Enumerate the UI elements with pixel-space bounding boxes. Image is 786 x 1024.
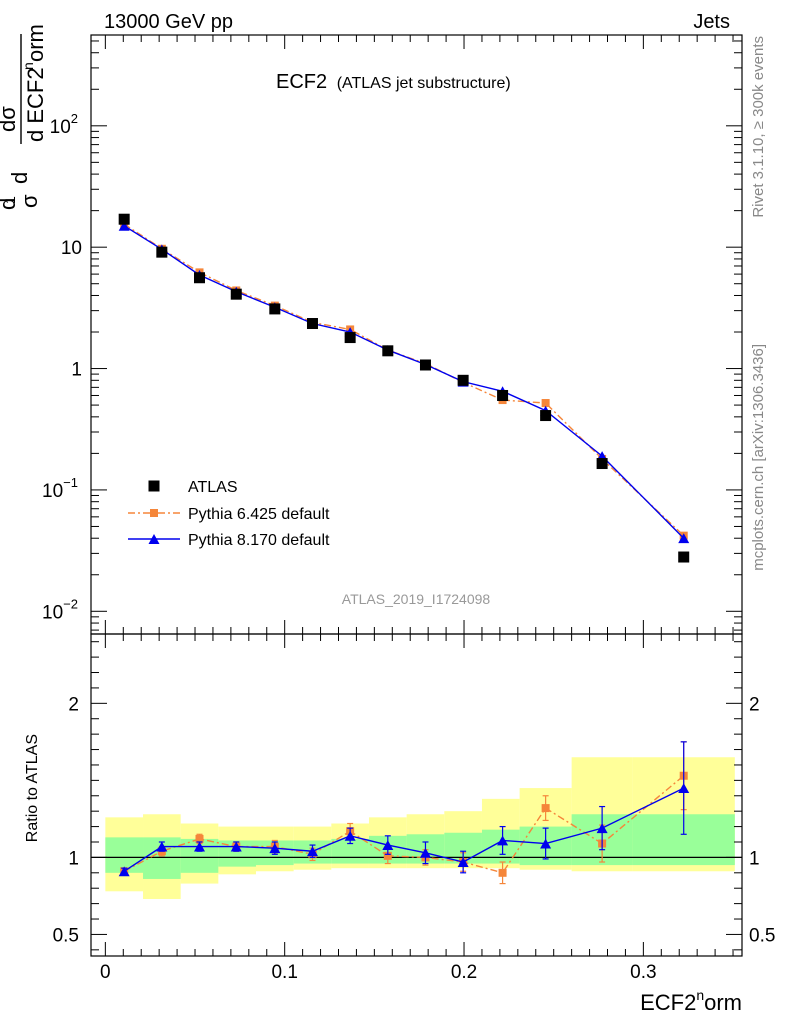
pythia8-ratio-point — [230, 841, 242, 852]
pythia6-point — [541, 399, 550, 408]
pythia8-point — [118, 220, 130, 231]
y-tick-label: 102 — [50, 111, 78, 138]
pythia6-ratio-point — [383, 851, 392, 860]
pythia8-ratio-point — [596, 823, 608, 834]
pythia8-ratio-point — [497, 835, 509, 846]
band-inner — [481, 829, 520, 864]
plot-title-main: ECF2 — [276, 71, 327, 93]
plot-title-sub: (ATLAS jet substructure) — [337, 75, 511, 92]
header-category: Jets — [693, 11, 730, 33]
legend: ATLAS Pythia 6.425 default Pythia 8.170 de… — [128, 479, 330, 549]
y-tick-label-base: 1 — [71, 360, 82, 381]
pythia8-ratio-line — [123, 787, 685, 872]
atlas-data-point — [540, 410, 552, 422]
atlas-data-point — [497, 389, 509, 401]
y-axis-label-main: d 1 σ d dσ d ECF2 n orm — [0, 24, 48, 210]
y-tick-label-base: 10 — [50, 117, 71, 138]
pythia8-ratio-point — [118, 866, 130, 877]
ratio-y-tick-label: 0.5 — [53, 925, 79, 946]
ratio-y-tick-label-right: 1 — [749, 848, 760, 869]
legend-pythia6-marker — [150, 509, 158, 517]
pythia8-ratio-point — [457, 857, 469, 867]
y-label-frac1-den: σ — [17, 194, 42, 208]
pythia8-line — [123, 225, 685, 539]
y-label-sup: n — [20, 62, 36, 70]
y-label-dx: d ECF2 — [23, 67, 48, 142]
pythia8-ratio-point — [306, 846, 318, 857]
atlas-data-point — [269, 303, 281, 315]
pythia8-point — [678, 533, 690, 544]
atlas-data-point — [419, 359, 431, 371]
atlas-data-point — [230, 288, 242, 300]
pythia8-ratio-point — [194, 841, 205, 852]
y-axis-label-ratio: Ratio to ATLAS — [24, 734, 41, 842]
legend-label: ATLAS — [188, 479, 238, 496]
rivet-version: Rivet 3.1.10, ≥ 300k events — [750, 36, 767, 218]
pythia8-ratio-point — [382, 840, 394, 851]
y-label-orm: orm — [23, 24, 48, 62]
atlas-data-point — [306, 318, 318, 330]
pythia6-ratio-point — [498, 868, 507, 877]
ratio-y-tick-label: 1 — [68, 848, 79, 869]
pythia6-ratio-point — [195, 834, 204, 843]
pythia8-ratio-point — [678, 783, 690, 794]
source-label: mcplots.cern.ch [arXiv:1306.3436] — [750, 344, 767, 571]
atlas-data-point — [156, 246, 168, 258]
plot-title: ECF2 (ATLAS jet substructure) — [276, 71, 511, 93]
legend-pythia8-marker — [148, 534, 160, 544]
atlas-data-point — [382, 345, 394, 357]
x-axis-label-main: ECF2 — [640, 990, 696, 1015]
atlas-data-point — [118, 213, 130, 225]
legend-atlas-marker — [148, 480, 160, 492]
y-tick-label-base: 10 — [42, 481, 63, 502]
ratio-y-tick-label-right: 2 — [749, 694, 760, 715]
y-tick-label: 10 — [61, 238, 82, 259]
y-tick-label-exp: −1 — [63, 475, 78, 490]
atlas-data-point — [457, 374, 469, 386]
y-tick-label: 10−2 — [42, 596, 78, 623]
pythia6-ratio-line — [123, 775, 685, 874]
y-label-frac1-num2: 1 — [2, 196, 18, 204]
pythia8-ratio-point — [269, 843, 281, 854]
y-label-d: d — [7, 172, 32, 184]
ratio-y-tick-label-right: 0.5 — [749, 925, 775, 946]
ratio-frame — [90, 633, 743, 957]
x-axis-label-end: orm — [704, 990, 742, 1015]
ratio-panel: 0 0.1 0.2 0.3 0.5 0.5 1 1 2 2 — [53, 633, 775, 983]
pythia8-ratio-point — [419, 847, 431, 858]
x-tick-label: 0.2 — [451, 962, 477, 983]
y-tick-label-base: 10 — [61, 238, 82, 259]
atlas-data-point — [678, 551, 690, 563]
x-axis-label: ECF2norm — [640, 987, 742, 1015]
y-tick-label: 10−1 — [42, 475, 78, 502]
ratio-y-tick-label: 2 — [68, 694, 79, 715]
y-label-dsigma: dσ — [0, 106, 20, 132]
header-process: 13000 GeV pp — [104, 11, 233, 33]
x-tick-label: 0.1 — [271, 962, 297, 983]
x-tick-label: 0.3 — [630, 962, 656, 983]
legend-label: Pythia 6.425 default — [188, 506, 330, 523]
x-axis-label-sup: n — [696, 987, 704, 1003]
x-tick-label: 0 — [100, 962, 111, 983]
legend-label: Pythia 8.170 default — [188, 532, 330, 549]
analysis-label: ATLAS_2019_I1724098 — [342, 591, 491, 607]
y-label-frac1-num: d — [0, 198, 20, 210]
atlas-data-point — [596, 458, 608, 470]
pythia8-ratio-point — [344, 830, 356, 841]
pythia8-ratio-point — [540, 838, 552, 849]
pythia6-line — [123, 223, 685, 537]
y-tick-label-exp: −2 — [63, 596, 78, 611]
y-tick-label: 1 — [71, 360, 82, 381]
atlas-data-point — [344, 332, 356, 344]
atlas-data-point — [194, 272, 205, 284]
y-tick-label-exp: 2 — [71, 111, 78, 126]
y-tick-label-base: 10 — [42, 602, 63, 623]
pythia8-ratio-point — [156, 841, 168, 852]
pythia6-ratio-point — [541, 804, 550, 813]
